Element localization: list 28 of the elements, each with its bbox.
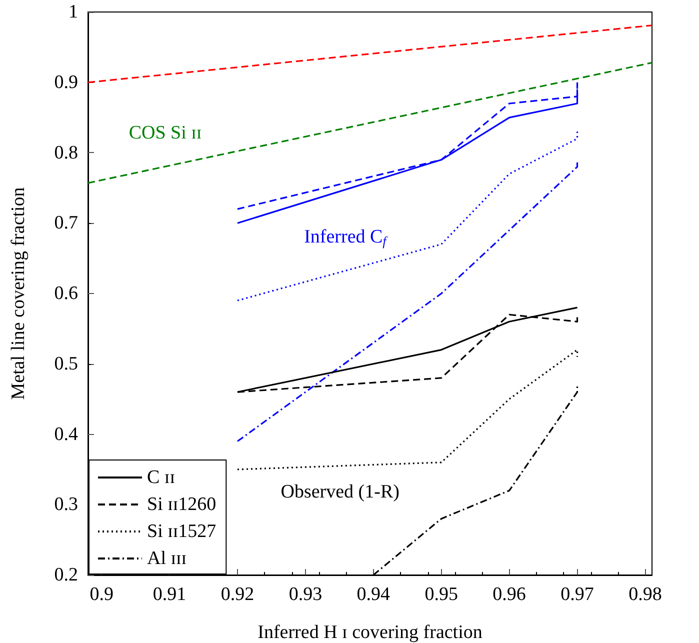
x-tick-label: 0.97 bbox=[560, 584, 594, 605]
x-tick-label: 0.96 bbox=[492, 584, 526, 605]
legend-label: C ɪɪ bbox=[147, 467, 175, 488]
annotation: Observed (1-R) bbox=[280, 482, 400, 503]
x-tick-label: 0.9 bbox=[90, 584, 114, 605]
y-tick-label: 1 bbox=[68, 2, 78, 22]
x-axis-title: Inferred H ɪ covering fraction bbox=[258, 622, 483, 643]
line-series bbox=[236, 349, 578, 470]
y-tick-label: 0.9 bbox=[54, 72, 78, 93]
y-tick-label: 0.8 bbox=[54, 142, 78, 164]
line-series bbox=[236, 130, 578, 302]
x-tick-label: 0.98 bbox=[628, 584, 662, 605]
x-tick-label: 0.92 bbox=[220, 584, 254, 605]
legend-label: Si ɪɪ1527 bbox=[147, 521, 216, 542]
y-tick-label: 0.3 bbox=[54, 494, 78, 516]
y-tick-label: 0.5 bbox=[54, 353, 78, 374]
x-tick-label: 0.95 bbox=[424, 584, 458, 605]
y-tick-label: 0.2 bbox=[54, 564, 78, 586]
y-axis-title: Metal line covering fraction bbox=[8, 186, 29, 400]
y-tick-label: 0.7 bbox=[54, 212, 78, 234]
x-tick-label: 0.93 bbox=[288, 584, 322, 605]
legend-label: Al ɪɪɪ bbox=[147, 548, 187, 569]
legend-label: Si ɪɪ1260 bbox=[147, 494, 216, 515]
x-tick-label: 0.94 bbox=[356, 584, 391, 605]
y-tick-label: 0.6 bbox=[54, 283, 78, 304]
x-tick-label: 0.91 bbox=[152, 584, 186, 605]
y-tick-label: 0.4 bbox=[54, 424, 78, 445]
annotation: COS Si ɪɪ bbox=[128, 122, 202, 144]
